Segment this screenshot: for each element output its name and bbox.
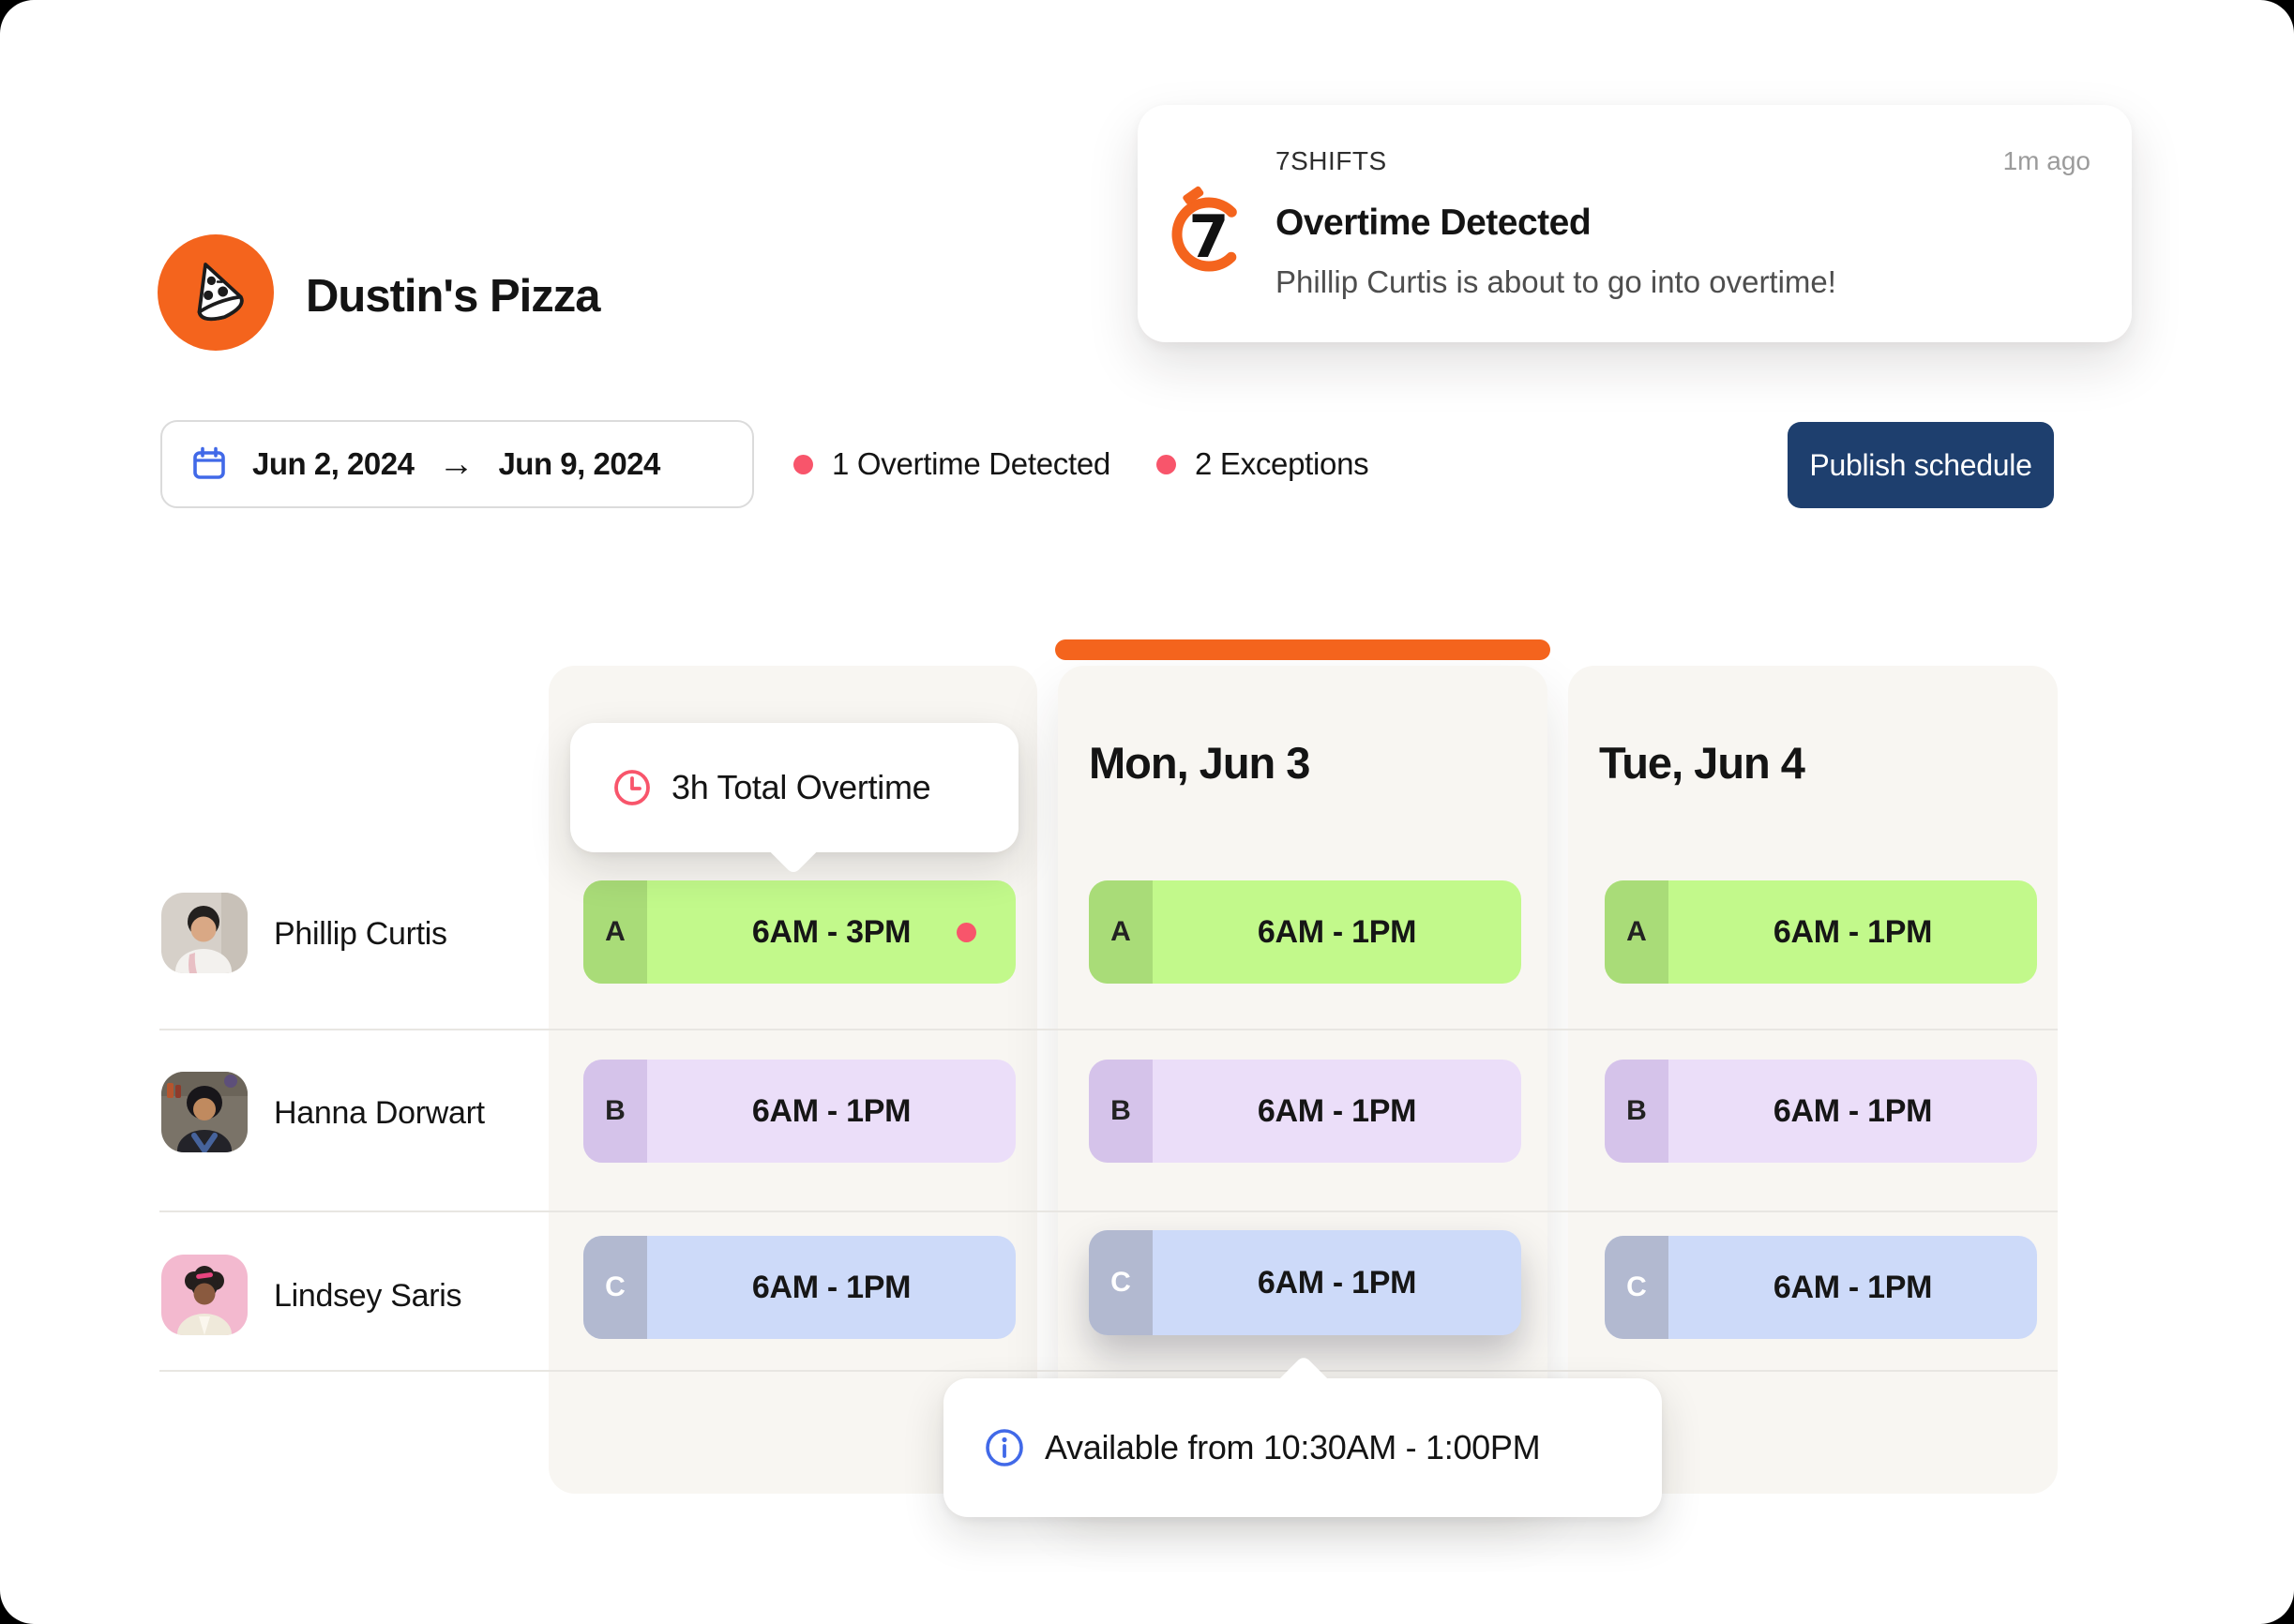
pizza-icon xyxy=(176,253,255,332)
shift-code-badge: C xyxy=(583,1236,647,1339)
shift-code-badge: C xyxy=(1089,1230,1153,1335)
total-overtime-label: 3h Total Overtime xyxy=(672,768,931,806)
shift-code-badge: A xyxy=(583,880,647,984)
availability-tooltip: Available from 10:30AM - 1:00PM xyxy=(943,1354,1662,1517)
7shifts-stopwatch-icon: 7 xyxy=(1164,184,1254,274)
shift-time: 6AM - 1PM xyxy=(1773,913,1933,950)
shift-lindsey-mon[interactable]: C 6AM - 1PM xyxy=(1089,1230,1521,1335)
alert-dot-icon xyxy=(793,454,813,474)
shift-code-badge: A xyxy=(1605,880,1668,984)
exceptions-alert-indicator: 2 Exceptions xyxy=(1156,420,1369,508)
shift-phillip-sun[interactable]: A 6AM - 3PM xyxy=(583,880,1016,984)
date-range-picker[interactable]: Jun 2, 2024 → Jun 9, 2024 xyxy=(160,420,754,508)
info-icon xyxy=(983,1426,1026,1469)
avatar-lindsey-saris xyxy=(161,1255,248,1335)
total-overtime-tooltip: 3h Total Overtime xyxy=(570,723,1019,876)
shift-hanna-sun[interactable]: B 6AM - 1PM xyxy=(583,1060,1016,1163)
shift-code-badge: B xyxy=(1089,1060,1153,1163)
shift-code-badge: B xyxy=(583,1060,647,1163)
employee-name: Hanna Dorwart xyxy=(274,1095,485,1131)
overtime-dot-icon xyxy=(957,923,976,942)
exceptions-alert-label: 2 Exceptions xyxy=(1195,446,1369,481)
shift-phillip-mon[interactable]: A 6AM - 1PM xyxy=(1089,880,1521,984)
shift-lindsey-tue[interactable]: C 6AM - 1PM xyxy=(1605,1236,2037,1339)
overtime-alert-label: 1 Overtime Detected xyxy=(832,446,1110,481)
calendar-icon xyxy=(190,445,228,483)
employee-name: Lindsey Saris xyxy=(274,1278,462,1314)
row-divider xyxy=(159,1210,2058,1212)
publish-schedule-button[interactable]: Publish schedule xyxy=(1788,422,2054,508)
shift-time: 6AM - 1PM xyxy=(1257,1264,1417,1301)
notification-body: Phillip Curtis is about to go into overt… xyxy=(1275,264,1836,299)
day-header-mon: Mon, Jun 3 xyxy=(1089,738,1310,788)
clock-icon xyxy=(611,767,653,808)
shift-time: 6AM - 1PM xyxy=(1773,1092,1933,1129)
shift-time: 6AM - 1PM xyxy=(751,1269,912,1305)
notification-app-name: 7SHIFTS xyxy=(1275,146,1387,175)
row-divider xyxy=(159,1029,2058,1030)
arrow-right-icon: → xyxy=(438,444,475,484)
avatar-hanna-dorwart xyxy=(161,1072,248,1152)
shift-hanna-tue[interactable]: B 6AM - 1PM xyxy=(1605,1060,2037,1163)
shift-code-badge: C xyxy=(1605,1236,1668,1339)
notification-title: Overtime Detected xyxy=(1275,203,1592,243)
shift-time: 6AM - 1PM xyxy=(1773,1269,1933,1305)
row-divider xyxy=(159,1370,2058,1372)
notification-timestamp: 1m ago xyxy=(2002,146,2090,175)
date-range-end: Jun 9, 2024 xyxy=(498,446,660,481)
alert-dot-icon xyxy=(1156,454,1176,474)
shift-time: 6AM - 3PM xyxy=(751,913,912,950)
avatar-phillip-curtis xyxy=(161,893,248,973)
shift-code-badge: B xyxy=(1605,1060,1668,1163)
overtime-alert-indicator: 1 Overtime Detected xyxy=(793,420,1110,508)
shift-code-badge: A xyxy=(1089,880,1153,984)
overtime-notification[interactable]: 7SHIFTS 1m ago 7 Overtime Detected Phill… xyxy=(1138,105,2132,342)
employee-name: Phillip Curtis xyxy=(274,916,447,952)
shift-time: 6AM - 1PM xyxy=(751,1092,912,1129)
shift-time: 6AM - 1PM xyxy=(1257,1092,1417,1129)
shift-hanna-mon[interactable]: B 6AM - 1PM xyxy=(1089,1060,1521,1163)
shift-time: 6AM - 1PM xyxy=(1257,913,1417,950)
restaurant-logo xyxy=(158,234,274,351)
date-range-start: Jun 2, 2024 xyxy=(252,446,415,481)
svg-text:7: 7 xyxy=(1188,203,1229,271)
day-header-tue: Tue, Jun 4 xyxy=(1599,738,1805,788)
page-title: Dustin's Pizza xyxy=(306,271,600,322)
shift-lindsey-sun[interactable]: C 6AM - 1PM xyxy=(583,1236,1016,1339)
availability-label: Available from 10:30AM - 1:00PM xyxy=(1045,1428,1541,1466)
selected-day-accent-bar xyxy=(1055,639,1550,660)
shift-phillip-tue[interactable]: A 6AM - 1PM xyxy=(1605,880,2037,984)
